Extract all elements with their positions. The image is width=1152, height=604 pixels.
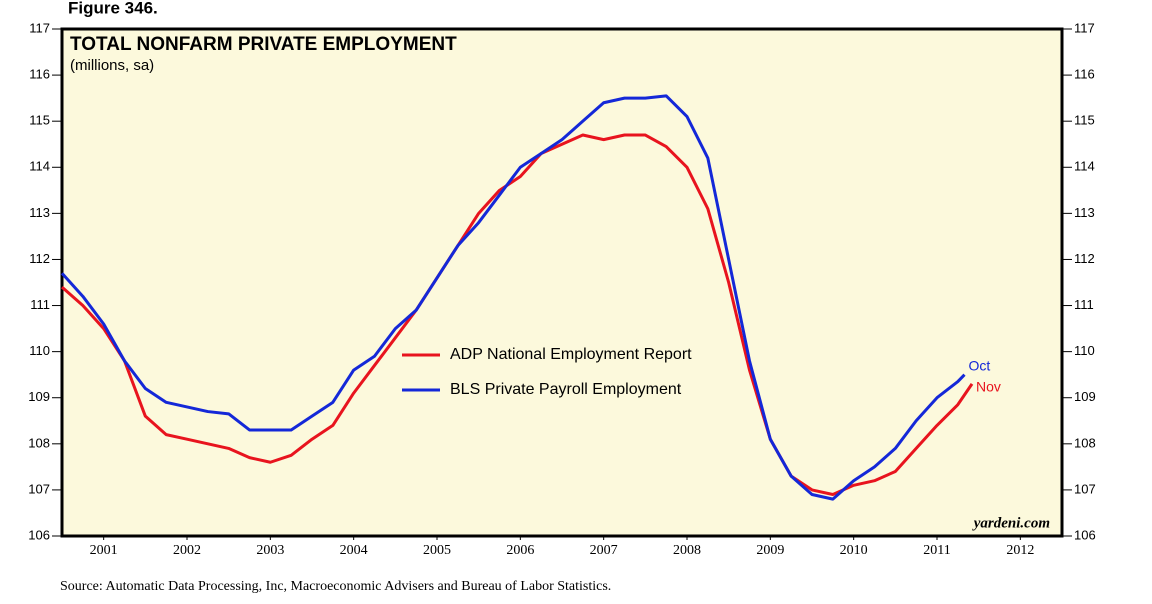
y-tick-label: 109: [28, 389, 50, 404]
x-tick-label: 2001: [90, 543, 118, 558]
y-tick-label: 114: [29, 159, 50, 174]
y2-tick-label: 109: [1074, 389, 1096, 404]
chart-title: TOTAL NONFARM PRIVATE EMPLOYMENT: [70, 34, 457, 55]
plot-area: [60, 27, 1064, 538]
x-tick-label: 2003: [256, 543, 284, 558]
y2-tick-label: 110: [1074, 343, 1095, 358]
y2-tick-label: 108: [1074, 435, 1096, 450]
x-tick-label: 2008: [673, 543, 701, 558]
x-tick-label: 2005: [423, 543, 451, 558]
y-tick-label: 111: [30, 297, 50, 312]
data-line: [61, 133, 974, 497]
x-tick-label: 2002: [173, 543, 201, 558]
x-tick-label: 2009: [756, 543, 784, 558]
y2-tick-label: 113: [1074, 205, 1095, 220]
chart-subtitle: (millions, sa): [70, 57, 154, 74]
source-note: Source: Automatic Data Processing, Inc, …: [60, 579, 611, 594]
x-tick-label: 2004: [340, 543, 368, 558]
y-tick-label: 115: [29, 113, 50, 128]
y-tick-label: 117: [29, 20, 50, 35]
x-tick-label: 2010: [840, 543, 868, 558]
end-label: Oct: [969, 357, 991, 373]
end-label: Nov: [976, 379, 1001, 395]
y2-tick-label: 114: [1074, 159, 1095, 174]
y2-tick-label: 116: [1074, 67, 1095, 82]
y2-tick-label: 115: [1074, 113, 1095, 128]
y2-tick-label: 106: [1074, 527, 1096, 542]
y2-tick-label: 107: [1074, 481, 1096, 496]
data-line: [60, 94, 966, 501]
y-tick-label: 106: [28, 527, 50, 542]
y-tick-label: 107: [28, 481, 50, 496]
y2-tick-label: 112: [1074, 251, 1095, 266]
figure-label: Figure 346.: [68, 0, 158, 17]
watermark: yardeni.com: [972, 515, 1050, 531]
y-tick-label: 113: [29, 205, 50, 220]
y-tick-label: 110: [29, 343, 50, 358]
y2-tick-label: 117: [1074, 20, 1095, 35]
y-tick-label: 112: [29, 251, 50, 266]
legend-label: BLS Private Payroll Employment: [450, 381, 682, 398]
x-tick-label: 2006: [506, 543, 534, 558]
y2-tick-label: 111: [1074, 297, 1094, 312]
x-tick-label: 2007: [590, 543, 618, 558]
y-tick-label: 116: [29, 67, 50, 82]
x-tick-label: 2011: [923, 543, 950, 558]
y-tick-label: 108: [28, 435, 50, 450]
x-tick-label: 2012: [1006, 543, 1034, 558]
legend-label: ADP National Employment Report: [450, 346, 692, 363]
